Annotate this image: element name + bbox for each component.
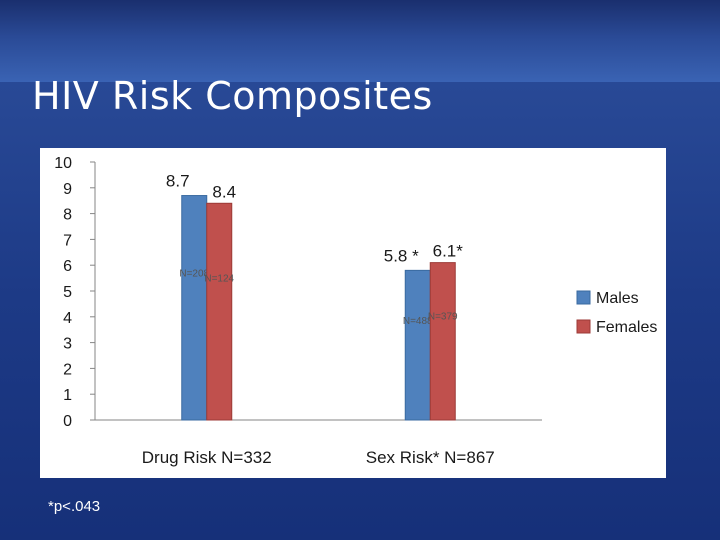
y-tick-label: 2 <box>63 361 72 378</box>
y-tick-label: 4 <box>63 310 72 327</box>
bar-females <box>429 262 456 421</box>
y-tick-label: 1 <box>63 387 72 404</box>
y-tick-label: 0 <box>63 413 72 430</box>
x-category-label: Sex Risk* N=867 <box>366 448 495 467</box>
bar-males <box>404 269 431 421</box>
data-label: 6.1* <box>433 242 464 261</box>
y-tick-label: 7 <box>63 232 72 249</box>
data-label: 8.7 <box>166 172 190 191</box>
bar-females <box>206 202 233 421</box>
footnote: *p<.043 <box>48 498 101 515</box>
legend-label-males: Males <box>596 290 639 307</box>
y-tick-label: 9 <box>63 181 72 198</box>
y-tick-label: 6 <box>63 258 72 275</box>
slide-title: HIV Risk Composites <box>32 74 433 118</box>
y-tick-label: 3 <box>63 336 72 353</box>
data-label: 8.4 <box>212 182 236 201</box>
legend-swatch-females <box>576 319 591 334</box>
n-label: N=488 <box>403 316 433 327</box>
y-tick-label: 10 <box>54 155 72 172</box>
n-label: N=379 <box>428 311 458 322</box>
data-label: 5.8 * <box>384 246 419 265</box>
legend-swatch-males <box>576 290 591 305</box>
bar-chart: 0 1 2 3 4 5 6 7 8 9 10 8.7 N=208 8.4 N=124 Drug Risk N=… <box>54 155 657 467</box>
y-tick-label: 5 <box>63 284 72 301</box>
legend-label-females: Females <box>596 319 657 336</box>
n-label: N=208 <box>179 268 209 279</box>
chart-panel: 0 1 2 3 4 5 6 7 8 9 10 8.7 N=208 8.4 N=124 Drug Risk N=… <box>40 148 666 478</box>
n-label: N=124 <box>204 273 234 284</box>
y-tick-label: 8 <box>63 207 72 224</box>
bar-males <box>181 195 208 421</box>
x-category-label: Drug Risk N=332 <box>142 448 272 467</box>
title-band <box>0 0 720 82</box>
